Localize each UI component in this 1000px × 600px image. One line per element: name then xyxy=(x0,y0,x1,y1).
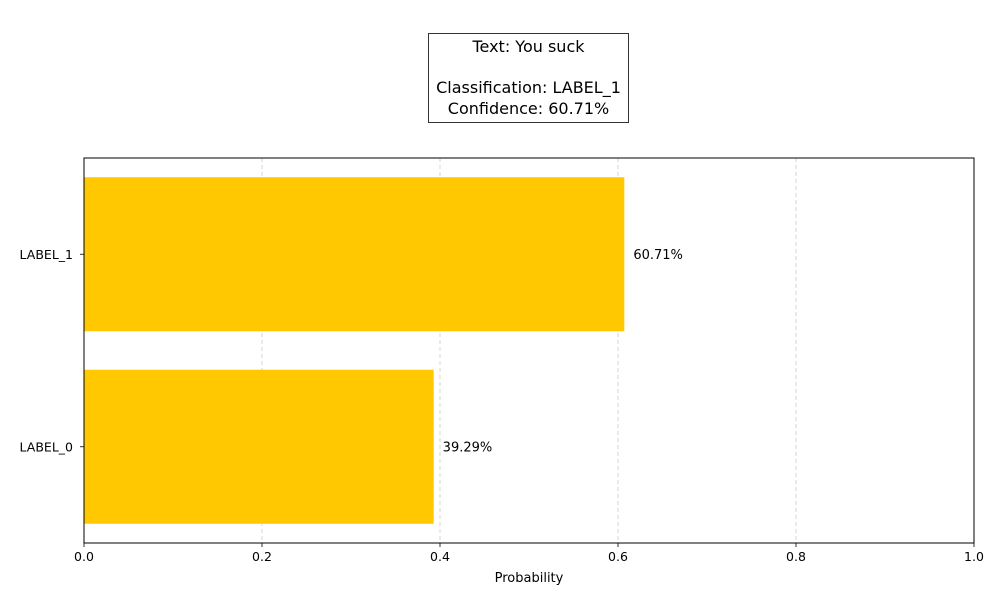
data-label-label_0: 39.29% xyxy=(443,440,493,455)
data-labels: 39.29% 60.71% xyxy=(443,248,683,456)
bar-label_1 xyxy=(84,177,625,332)
x-tick-label: 0.0 xyxy=(74,549,94,564)
x-tick-label: 1.0 xyxy=(964,549,984,564)
data-label-label_1: 60.71% xyxy=(633,248,683,263)
x-axis-title: Probability xyxy=(495,571,564,586)
x-axis-ticks: 0.0 0.2 0.4 0.6 0.8 1.0 xyxy=(74,543,984,564)
bar-label_0 xyxy=(84,369,434,524)
plot-frame xyxy=(83,157,975,544)
x-tick-label: 0.4 xyxy=(430,549,450,564)
x-tick-label: 0.6 xyxy=(608,549,628,564)
y-axis-ticks: LABEL_0 LABEL_1 xyxy=(20,247,84,454)
x-tick-label: 0.8 xyxy=(786,549,806,564)
title-text-line: Text: You suck xyxy=(472,37,585,56)
title-confidence-line: Confidence: 60.71% xyxy=(447,98,610,118)
y-tick-label: LABEL_1 xyxy=(20,247,73,262)
y-tick-label: LABEL_0 xyxy=(20,439,73,454)
x-tick-label: 0.2 xyxy=(252,549,272,564)
chart-title-box: Text: You suck Classification: LABEL_1 C… xyxy=(428,33,629,123)
bars xyxy=(84,177,625,524)
title-classification-line: Classification: LABEL_1 xyxy=(436,78,621,97)
